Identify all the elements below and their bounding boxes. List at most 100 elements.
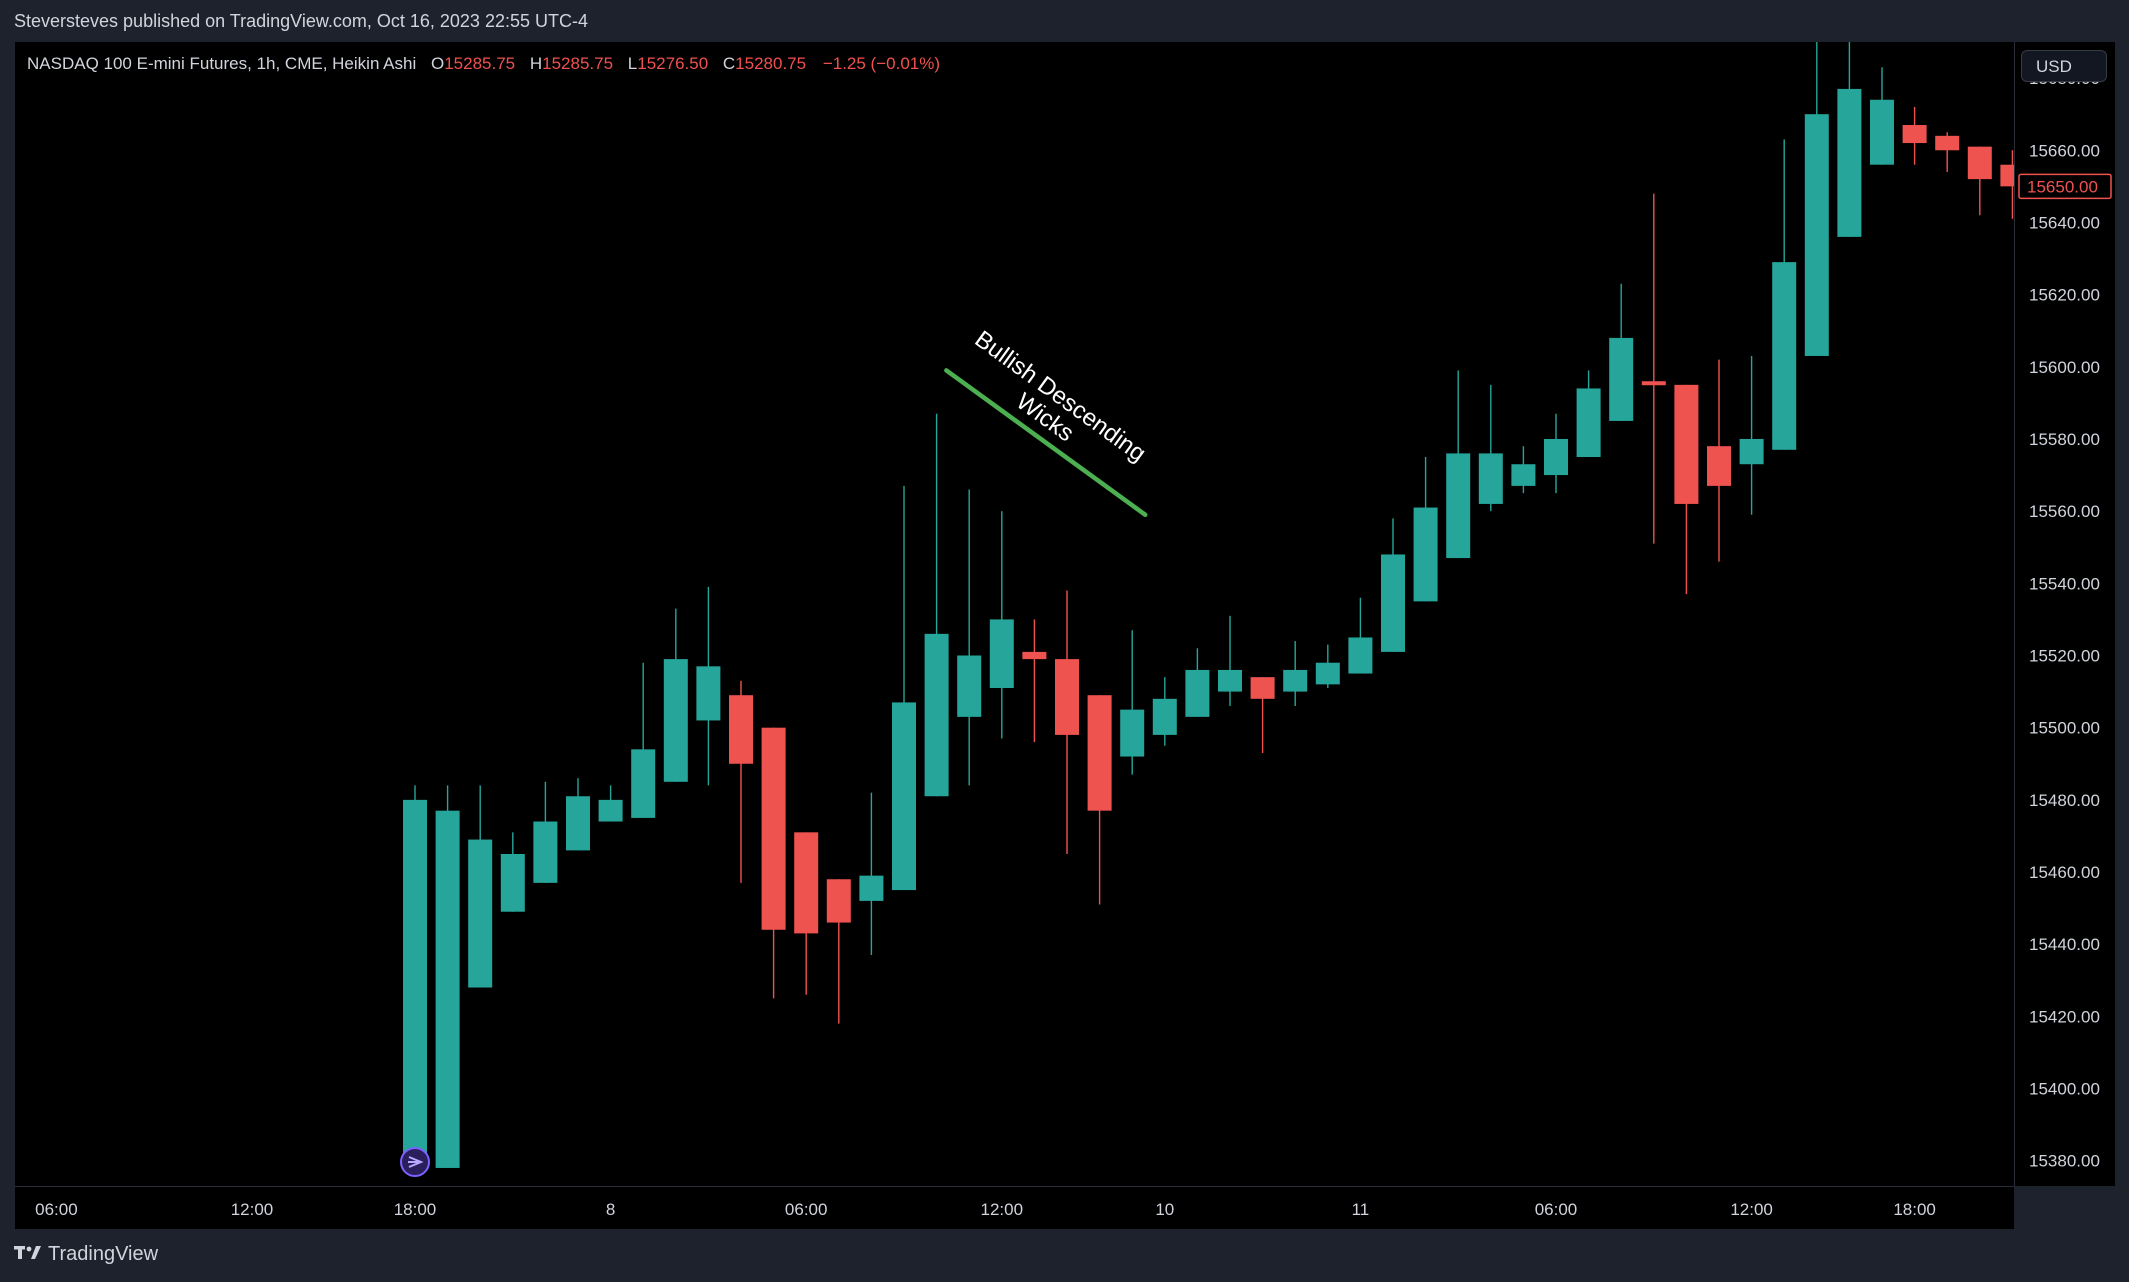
footer-bar	[0, 1228, 2129, 1282]
open-label: O	[430, 54, 445, 73]
current-price-label: 15650.00	[2027, 177, 2098, 196]
candle-body	[631, 749, 656, 818]
candle-body	[826, 879, 851, 923]
candle-body	[1218, 669, 1242, 692]
candle-body	[1022, 651, 1047, 660]
candle-body	[957, 655, 982, 717]
candle-body	[1935, 135, 1960, 151]
candle-body	[566, 796, 590, 851]
price-tick-label: 15640.00	[2029, 213, 2100, 232]
candle-body	[1348, 637, 1373, 674]
open-value: 15285.75	[444, 54, 516, 73]
price-tick-label: 15520.00	[2029, 647, 2100, 666]
time-tick-label: 18:00	[394, 1200, 437, 1219]
candle-body	[2000, 164, 2014, 187]
publisher-line: Steversteves published on TradingView.co…	[14, 11, 588, 31]
tradingview-logo[interactable]: TradingView	[14, 1243, 158, 1266]
candle-body	[1837, 88, 1862, 237]
time-tick-label: 12:00	[231, 1200, 274, 1219]
time-tick-label: 06:00	[1535, 1200, 1578, 1219]
candle-body	[1544, 438, 1568, 476]
candle-body	[1739, 438, 1764, 465]
candle-body	[1087, 695, 1112, 811]
symbol-legend: NASDAQ 100 E-mini Futures, 1h, CME, Heik…	[27, 54, 940, 74]
time-tick-label: 10	[1155, 1200, 1174, 1219]
candle-body	[1250, 677, 1275, 699]
time-tick-label: 06:00	[35, 1200, 78, 1219]
candle-body	[468, 839, 493, 988]
tradingview-brand-text: TradingView	[48, 1243, 159, 1265]
session-marker-icon[interactable]	[400, 1147, 430, 1177]
annotation-text-line1: Bullish Descending	[970, 326, 1151, 468]
time-tick-label: 12:00	[981, 1200, 1024, 1219]
time-tick-label: 06:00	[785, 1200, 828, 1219]
candle-body	[989, 619, 1014, 688]
candle-body	[1120, 709, 1145, 757]
price-tick-label: 15400.00	[2029, 1080, 2100, 1099]
price-tick-label: 15620.00	[2029, 286, 2100, 305]
candle-body	[924, 633, 949, 797]
price-tick-label: 15440.00	[2029, 935, 2100, 954]
candle-body	[1804, 114, 1829, 356]
candle-body	[663, 659, 688, 782]
candle-body	[598, 799, 623, 822]
price-tick-label: 15420.00	[2029, 1007, 2100, 1026]
price-axis-scale: 15380.00 15400.00 15420.00 15440.00 15460.00…	[2018, 69, 2112, 1171]
chart-pane[interactable]: Bullish Descending Wicks	[15, 42, 2014, 1186]
price-tick-label: 15460.00	[2029, 863, 2100, 882]
symbol-name: NASDAQ 100 E-mini Futures, 1h, CME, Heik…	[27, 54, 417, 73]
price-axis[interactable]: 15380.00 15400.00 15420.00 15440.00 15460.00…	[2014, 42, 2115, 1186]
high-label: H	[529, 54, 543, 73]
publisher-header: Steversteves published on TradingView.co…	[0, 0, 2129, 42]
candle-body	[403, 799, 427, 1168]
candle-body	[1609, 337, 1634, 421]
currency-button[interactable]: USD	[2021, 50, 2107, 82]
candle-body	[435, 810, 460, 1168]
candle-body	[729, 695, 753, 764]
candle-body	[1674, 384, 1699, 504]
price-tick-label: 15500.00	[2029, 719, 2100, 738]
candle-body	[1641, 381, 1666, 386]
price-tick-label: 15660.00	[2029, 141, 2100, 160]
price-tick-label: 15560.00	[2029, 502, 2100, 521]
candle-body	[533, 821, 558, 883]
time-axis[interactable]: 06:00 12:00 18:00 8 06:00 12:00 10 11 06:00 12:00…	[15, 1186, 2014, 1229]
time-tick-label: 18:00	[1893, 1200, 1936, 1219]
candle-body	[696, 666, 721, 721]
low-label: L	[627, 54, 638, 73]
time-tick-label: 8	[606, 1200, 615, 1219]
time-tick-label: 12:00	[1730, 1200, 1773, 1219]
candle-body	[1283, 669, 1308, 692]
candle-body	[1446, 453, 1471, 559]
candle-body	[1967, 146, 1992, 180]
current-price-box	[2018, 173, 2112, 200]
low-value: 15276.50	[637, 54, 709, 73]
candle-body	[500, 853, 525, 912]
tradingview-logo-icon	[14, 1243, 42, 1266]
trend-line[interactable]	[944, 368, 1148, 518]
price-tick-label: 15380.00	[2029, 1152, 2100, 1171]
candle-body	[1511, 464, 1536, 486]
close-value: 15280.75	[735, 54, 807, 73]
candle-body	[1152, 698, 1177, 735]
price-tick-label: 15540.00	[2029, 574, 2100, 593]
candle-body	[1870, 99, 1894, 165]
price-tick-label: 15480.00	[2029, 791, 2100, 810]
candle-body	[1576, 388, 1601, 458]
candle-body	[859, 875, 884, 901]
price-tick-label: 15600.00	[2029, 358, 2100, 377]
candle-body	[794, 832, 819, 934]
candle-body	[1381, 554, 1405, 652]
candles-group	[403, 42, 2014, 1168]
candle-body	[1707, 446, 1731, 486]
candle-body	[1315, 662, 1340, 685]
candle-body	[1185, 669, 1210, 717]
candle-body	[1478, 453, 1503, 504]
price-change: −1.25 (−0.01%)	[822, 54, 941, 73]
close-label: C	[722, 54, 736, 73]
candle-body	[1772, 262, 1797, 450]
candle-body	[761, 727, 786, 930]
candle-body	[1902, 125, 1927, 144]
